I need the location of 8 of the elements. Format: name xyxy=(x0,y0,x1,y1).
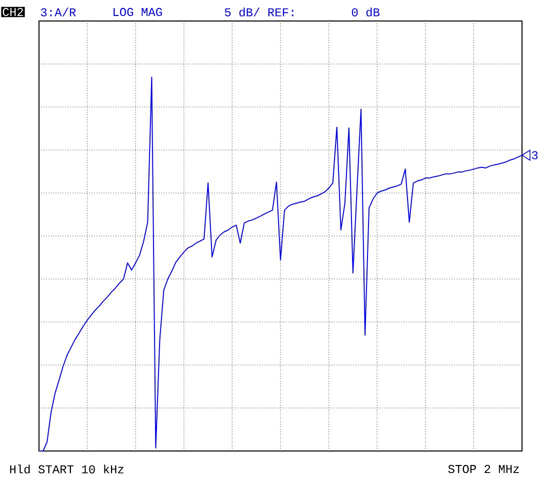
text: Hld START 10 kHz xyxy=(10,464,124,474)
text: STOP 2 MHz xyxy=(448,464,519,474)
text: CH2 xyxy=(2,8,23,16)
text: 5 dB/ REF: xyxy=(224,8,294,16)
text: 3:A/R xyxy=(40,8,76,16)
text: LOG MAG xyxy=(114,8,162,16)
text: 0 dB xyxy=(352,8,380,16)
text: 3 xyxy=(532,151,538,160)
